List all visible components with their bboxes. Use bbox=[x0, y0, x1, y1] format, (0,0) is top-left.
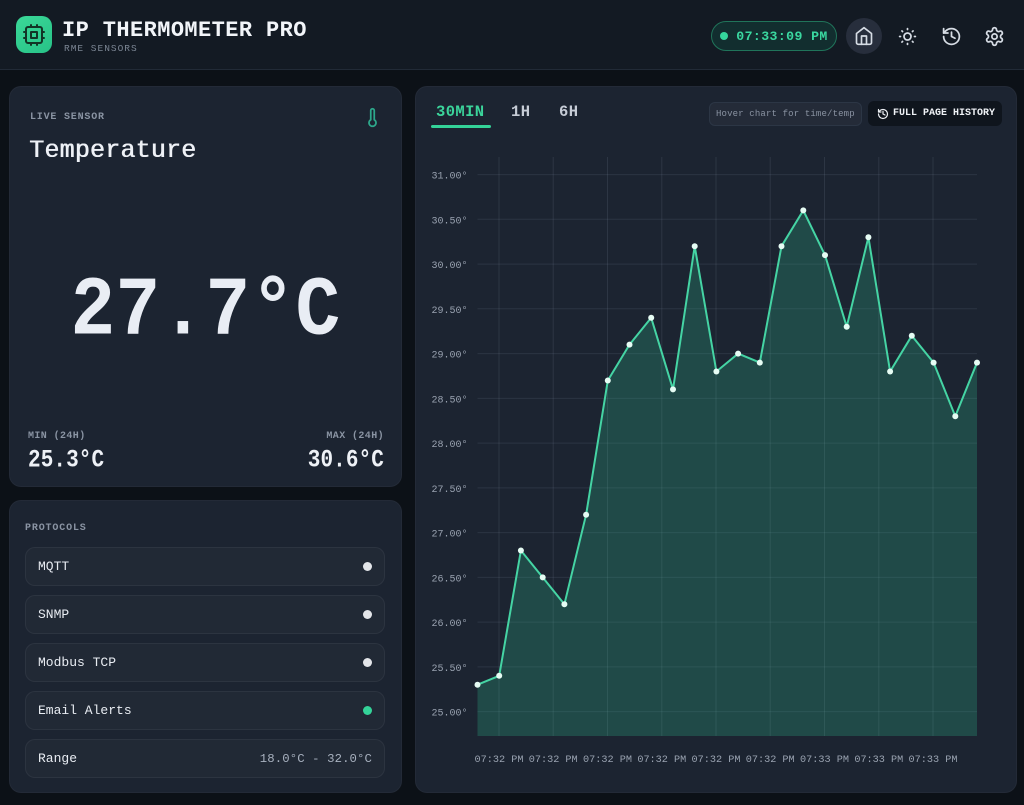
svg-text:30.00°: 30.00° bbox=[431, 260, 467, 272]
svg-text:27.50°: 27.50° bbox=[431, 484, 467, 496]
svg-text:26.00°: 26.00° bbox=[431, 618, 467, 630]
svg-text:27.00°: 27.00° bbox=[431, 529, 467, 541]
svg-text:07:32 PM: 07:32 PM bbox=[475, 755, 524, 766]
svg-text:07:33 PM: 07:33 PM bbox=[909, 755, 958, 766]
svg-text:28.50°: 28.50° bbox=[431, 394, 467, 406]
svg-text:07:32 PM: 07:32 PM bbox=[746, 755, 795, 766]
svg-text:07:33 PM: 07:33 PM bbox=[800, 755, 849, 766]
svg-text:26.50°: 26.50° bbox=[431, 573, 467, 585]
svg-text:25.00°: 25.00° bbox=[431, 708, 467, 720]
svg-text:07:33 PM: 07:33 PM bbox=[854, 755, 903, 766]
svg-text:07:32 PM: 07:32 PM bbox=[529, 755, 578, 766]
svg-text:28.00°: 28.00° bbox=[431, 439, 467, 451]
svg-text:31.00°: 31.00° bbox=[431, 171, 467, 183]
svg-text:07:32 PM: 07:32 PM bbox=[692, 755, 741, 766]
svg-text:29.50°: 29.50° bbox=[431, 305, 467, 317]
svg-text:30.50°: 30.50° bbox=[431, 215, 467, 227]
svg-text:07:32 PM: 07:32 PM bbox=[583, 755, 632, 766]
svg-text:29.00°: 29.00° bbox=[431, 350, 467, 362]
svg-text:25.50°: 25.50° bbox=[431, 663, 467, 675]
svg-text:07:32 PM: 07:32 PM bbox=[637, 755, 686, 766]
